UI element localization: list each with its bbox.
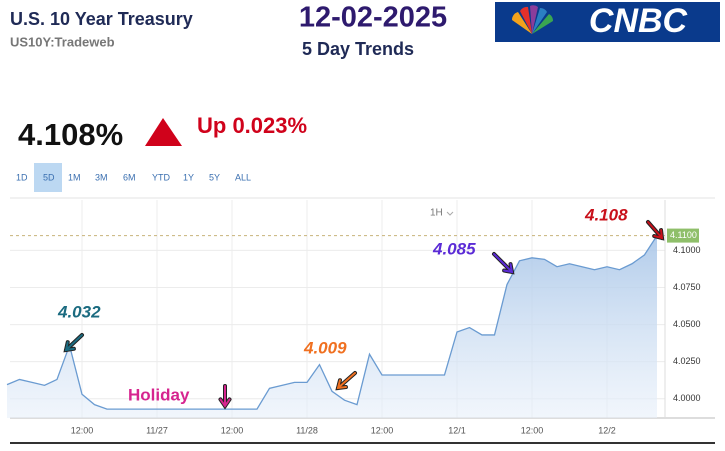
range-selected (34, 163, 62, 192)
peacock (511, 5, 554, 35)
x-tick-label: 12/2 (598, 425, 616, 435)
annotation-arrow (219, 385, 231, 408)
change: Up 0.023% (197, 113, 307, 138)
title: U.S. 10 Year Treasury (10, 9, 193, 29)
y-tick-label: 4.0000 (673, 393, 701, 403)
annotation-arrow (647, 221, 664, 240)
annotation-arrow (64, 334, 83, 352)
x-tick-label: 12:00 (521, 425, 544, 435)
y-tick-label: 4.0500 (673, 319, 701, 329)
x-tick-label: 12:00 (221, 425, 244, 435)
y-tick-label: 4.1000 (673, 245, 701, 255)
x-tick-label: 11/27 (146, 425, 168, 435)
range-button[interactable]: 3M (95, 172, 108, 182)
price: 4.108% (18, 117, 123, 152)
price-marker-badge (667, 228, 699, 243)
area (7, 235, 657, 418)
annotation-arrow (336, 372, 356, 390)
range-button[interactable]: 1M (68, 172, 81, 182)
interval[interactable]: 1H (430, 208, 443, 219)
y-tick-label: 4.0750 (673, 282, 701, 292)
annotation-arrow (493, 253, 514, 274)
line (6, 235, 658, 410)
x-tick-label: 11/28 (296, 425, 318, 435)
range-button[interactable]: YTD (152, 172, 171, 182)
annotation: 4.032 (57, 302, 101, 321)
chevron (446, 211, 454, 216)
price-marker-label: 4.1100 (670, 230, 697, 240)
range-buttons: 1D 5D 1M 3M 6M YTD 1Y 5Y ALL (16, 172, 251, 182)
range-button[interactable]: 5Y (209, 172, 220, 182)
logo-text: CNBC (589, 2, 688, 40)
y-tick-label: 4.0250 (673, 356, 701, 366)
x-tick-label: 12:00 (71, 425, 94, 435)
annotation: 4.085 (432, 239, 476, 258)
x-tick-label: 12:00 (371, 425, 394, 435)
range-button[interactable]: 1Y (183, 172, 194, 182)
annotation: 4.009 (303, 338, 347, 357)
range-button[interactable]: 1D (16, 172, 28, 182)
x-tick-label: 12/1 (448, 425, 466, 435)
range-button[interactable]: 6M (123, 172, 136, 182)
subtitle: 5 Day Trends (302, 39, 414, 59)
symbol: US10Y:Tradeweb (10, 34, 115, 49)
up-triangle (145, 118, 182, 146)
range-button[interactable]: 5D (43, 172, 55, 182)
annotation: Holiday (128, 385, 190, 404)
chart: 12:00 11/27 12:00 11/28 12:00 12/1 12:00 12/2 4.… (6, 200, 715, 435)
range-button[interactable]: ALL (235, 172, 251, 182)
annotation: 4.108 (584, 205, 628, 224)
date: 12-02-2025 (299, 2, 447, 34)
